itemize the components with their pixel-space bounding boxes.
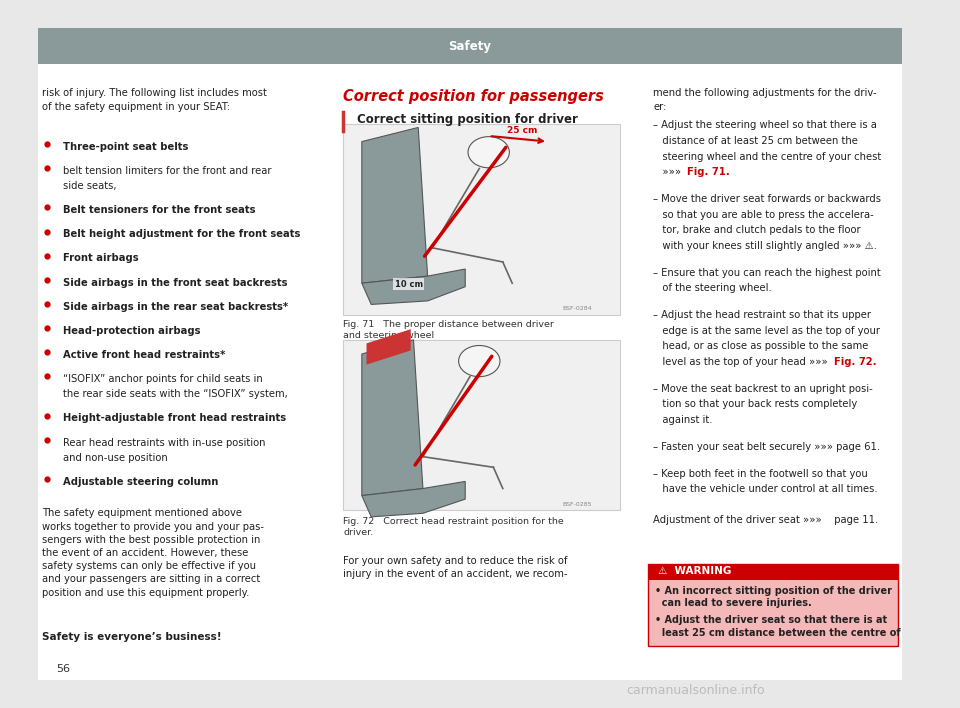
Circle shape xyxy=(459,346,500,377)
Text: distance of at least 25 cm between the: distance of at least 25 cm between the xyxy=(653,136,858,146)
Text: • An incorrect sitting position of the driver
  can lead to severe injuries.: • An incorrect sitting position of the d… xyxy=(655,586,892,608)
Text: against it.: against it. xyxy=(653,415,712,425)
Text: steering wheel and the centre of your chest: steering wheel and the centre of your ch… xyxy=(653,152,881,161)
Text: »»»: »»» xyxy=(653,167,684,177)
Text: edge is at the same level as the top of your: edge is at the same level as the top of … xyxy=(653,326,880,336)
Text: Side airbags in the front seat backrests: Side airbags in the front seat backrests xyxy=(63,278,287,287)
Text: mend the following adjustments for the driv-
er:: mend the following adjustments for the d… xyxy=(653,88,876,112)
Text: The safety equipment mentioned above
works together to provide you and your pas-: The safety equipment mentioned above wor… xyxy=(42,508,264,598)
FancyBboxPatch shape xyxy=(343,340,620,510)
Text: – Ensure that you can reach the highest point: – Ensure that you can reach the highest … xyxy=(653,268,881,278)
Text: Three-point seat belts: Three-point seat belts xyxy=(63,142,188,152)
Text: Safety: Safety xyxy=(448,40,492,52)
Text: side seats,: side seats, xyxy=(63,181,116,191)
FancyBboxPatch shape xyxy=(648,564,898,580)
Text: level as the top of your head »»»: level as the top of your head »»» xyxy=(653,357,831,367)
Text: tor, brake and clutch pedals to the floor: tor, brake and clutch pedals to the floo… xyxy=(653,225,861,235)
Text: and non-use position: and non-use position xyxy=(63,453,168,463)
Text: Belt height adjustment for the front seats: Belt height adjustment for the front sea… xyxy=(63,229,300,239)
Polygon shape xyxy=(362,481,466,517)
FancyBboxPatch shape xyxy=(37,28,902,680)
Text: – Keep both feet in the footwell so that you: – Keep both feet in the footwell so that… xyxy=(653,469,868,479)
Text: Fig. 71.: Fig. 71. xyxy=(687,167,731,177)
Text: Safety is everyone’s business!: Safety is everyone’s business! xyxy=(42,632,222,642)
Text: “ISOFIX” anchor points for child seats in: “ISOFIX” anchor points for child seats i… xyxy=(63,374,263,384)
Text: Side airbags in the rear seat backrests*: Side airbags in the rear seat backrests* xyxy=(63,302,288,312)
Text: Fig. 72.: Fig. 72. xyxy=(834,357,876,367)
Text: Correct sitting position for driver: Correct sitting position for driver xyxy=(357,113,578,126)
FancyBboxPatch shape xyxy=(37,28,902,64)
Text: head, or as close as possible to the same: head, or as close as possible to the sam… xyxy=(653,341,869,351)
Circle shape xyxy=(468,137,510,168)
Text: ⚠  WARNING: ⚠ WARNING xyxy=(658,566,732,576)
Text: Fig. 72   Correct head restraint position for the
driver.: Fig. 72 Correct head restraint position … xyxy=(343,517,564,537)
FancyBboxPatch shape xyxy=(648,564,898,646)
Text: Belt tensioners for the front seats: Belt tensioners for the front seats xyxy=(63,205,255,215)
Polygon shape xyxy=(362,340,423,496)
Text: – Adjust the head restraint so that its upper: – Adjust the head restraint so that its … xyxy=(653,310,871,320)
Polygon shape xyxy=(362,269,466,304)
Text: Head-protection airbags: Head-protection airbags xyxy=(63,326,201,336)
Text: of the steering wheel.: of the steering wheel. xyxy=(653,283,772,293)
Text: – Fasten your seat belt securely »»» page 61.: – Fasten your seat belt securely »»» pag… xyxy=(653,442,880,452)
Text: • Adjust the driver seat so that there is at
  least 25 cm distance between the : • Adjust the driver seat so that there i… xyxy=(655,615,900,638)
Text: – Move the seat backrest to an upright posi-: – Move the seat backrest to an upright p… xyxy=(653,384,873,394)
Text: – Adjust the steering wheel so that there is a: – Adjust the steering wheel so that ther… xyxy=(653,120,877,130)
Text: 56: 56 xyxy=(57,664,70,674)
Text: 10 cm: 10 cm xyxy=(395,280,422,289)
Text: Adjustment of the driver seat »»»    page 11.: Adjustment of the driver seat »»» page 1… xyxy=(653,515,878,525)
Text: 25 cm: 25 cm xyxy=(508,126,538,135)
Text: Height-adjustable front head restraints: Height-adjustable front head restraints xyxy=(63,413,286,423)
Text: – Move the driver seat forwards or backwards: – Move the driver seat forwards or backw… xyxy=(653,194,881,204)
FancyBboxPatch shape xyxy=(343,124,620,315)
Text: tion so that your back rests completely: tion so that your back rests completely xyxy=(653,399,857,409)
Text: belt tension limiters for the front and rear: belt tension limiters for the front and … xyxy=(63,166,272,176)
Polygon shape xyxy=(362,127,427,283)
Text: Front airbags: Front airbags xyxy=(63,253,138,263)
Text: Correct position for passengers: Correct position for passengers xyxy=(343,88,604,103)
Text: Active front head restraints*: Active front head restraints* xyxy=(63,350,226,360)
Text: Rear head restraints with in-use position: Rear head restraints with in-use positio… xyxy=(63,438,266,447)
Text: the rear side seats with the “ISOFIX” system,: the rear side seats with the “ISOFIX” sy… xyxy=(63,389,288,399)
Text: Adjustable steering column: Adjustable steering column xyxy=(63,477,218,487)
Text: BSF-0285: BSF-0285 xyxy=(563,501,592,506)
Text: For your own safety and to reduce the risk of
injury in the event of an accident: For your own safety and to reduce the ri… xyxy=(343,556,567,579)
Text: risk of injury. The following list includes most
of the safety equipment in your: risk of injury. The following list inclu… xyxy=(42,88,267,112)
Text: BSF-0284: BSF-0284 xyxy=(563,306,592,311)
Text: carmanualsonline.info: carmanualsonline.info xyxy=(626,684,765,697)
Text: so that you are able to press the accelera-: so that you are able to press the accele… xyxy=(653,210,874,219)
Polygon shape xyxy=(367,329,411,365)
Text: have the vehicle under control at all times.: have the vehicle under control at all ti… xyxy=(653,484,877,494)
Text: with your knees still slightly angled »»» ⚠.: with your knees still slightly angled »»… xyxy=(653,241,877,251)
Text: Fig. 71   The proper distance between driver
and steering wheel: Fig. 71 The proper distance between driv… xyxy=(343,320,554,340)
